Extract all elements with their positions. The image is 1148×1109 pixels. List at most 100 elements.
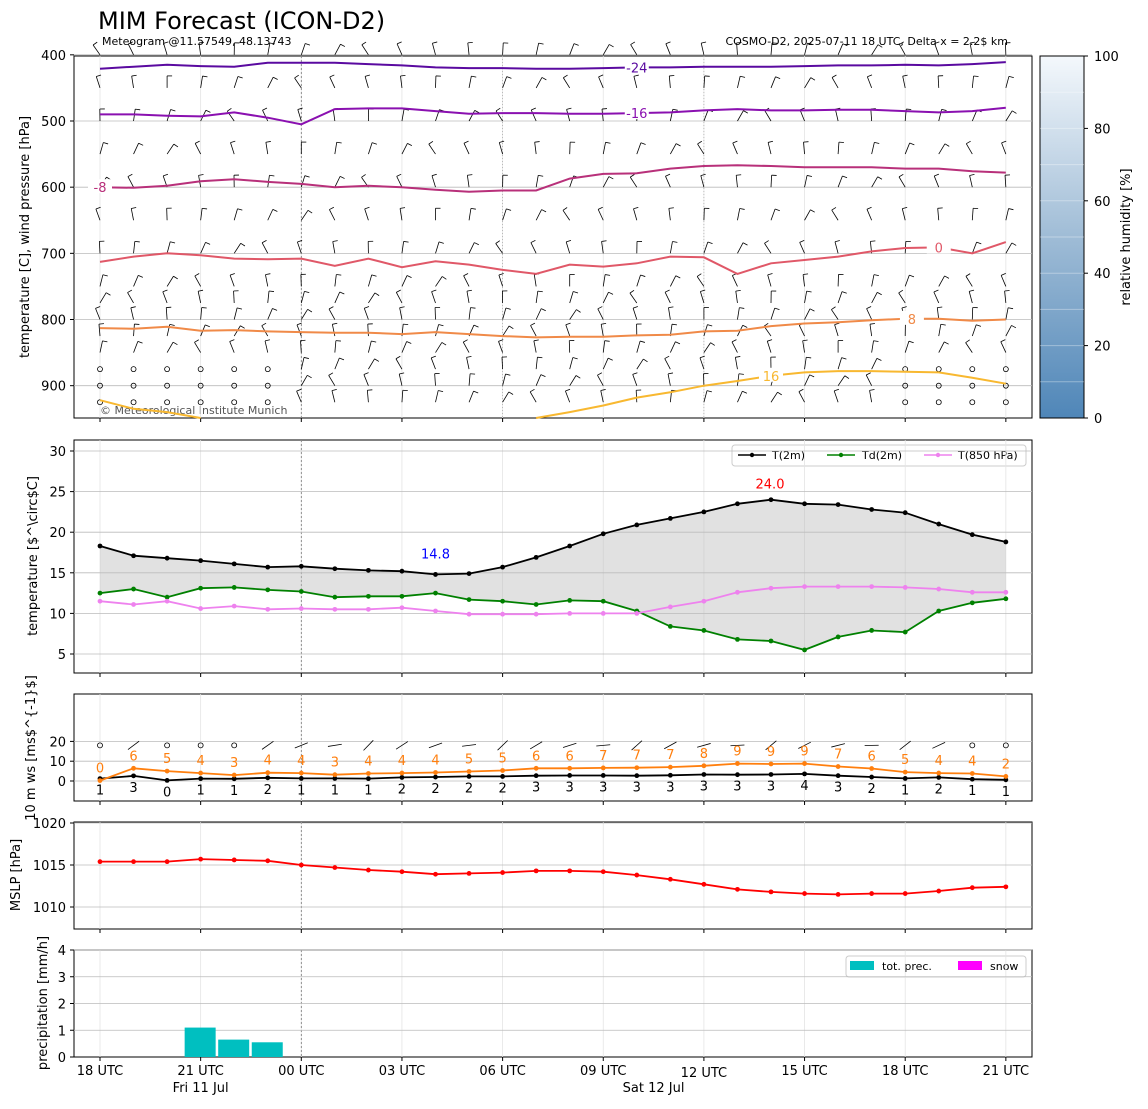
wind-barb: [503, 392, 509, 402]
wind-barb: [665, 176, 670, 187]
wind-barb-flag: [942, 109, 947, 110]
point-t2m: [534, 555, 539, 560]
wind-barb: [333, 242, 335, 254]
wind-barb-flag: [471, 208, 476, 209]
wind-barb-flag: [535, 142, 540, 143]
wind-barb: [765, 111, 771, 121]
wind-barb-flag: [602, 241, 607, 242]
point-mslp: [668, 877, 673, 882]
wind-barb-flag: [333, 241, 338, 242]
wind-barb-flag: [273, 209, 278, 211]
wind-barb: [436, 391, 439, 403]
y-tick-label-wind: 10: [49, 755, 66, 770]
point-t850: [299, 606, 304, 611]
wind-barb-flag: [537, 357, 542, 358]
wind-barb-flag: [139, 143, 144, 145]
wind-speed-value-label: 2: [498, 781, 506, 796]
gust-value-label: 7: [834, 748, 842, 763]
y-tick-label-wind: 20: [49, 735, 66, 750]
wind-barb: [402, 276, 407, 287]
wind-barb-flag: [630, 174, 634, 177]
point-td2m: [936, 609, 941, 614]
wind-speed-value-label: 1: [1002, 785, 1010, 800]
point-t850: [198, 606, 203, 611]
wind-barb-flag: [396, 290, 400, 292]
point-t850: [668, 605, 673, 610]
y-tick-label-temperature: 10: [49, 607, 66, 622]
point-gust: [802, 761, 807, 766]
wind-barb: [335, 341, 336, 353]
point-wind-speed: [836, 773, 841, 778]
wind-barb: [536, 375, 541, 386]
wind-barb-flag: [1012, 243, 1016, 246]
wind-speed-value-label: 3: [700, 779, 708, 794]
wind-speed-value-label: 2: [935, 782, 943, 797]
point-gust: [433, 770, 438, 775]
y-tick-label-pressure: 700: [41, 247, 66, 262]
wind-barb: [832, 210, 838, 220]
wind-barb-flag: [266, 141, 271, 142]
wind-barb: [536, 210, 541, 221]
wind-barb-flag: [400, 307, 405, 308]
wind-barb-flag: [541, 309, 546, 311]
wind-barb-flag: [631, 42, 635, 45]
surface-wind-barb: [563, 743, 576, 747]
wind-ylabel: 10 m ws [ms$^{-1}$]: [24, 675, 39, 821]
wind-barb-flag: [138, 275, 143, 277]
wind-barb: [503, 326, 510, 336]
point-t2m: [265, 565, 270, 570]
wind-barb-flag: [539, 43, 544, 44]
wind-barb: [463, 342, 469, 352]
wind-barb: [435, 374, 436, 386]
wind-barb-flag: [304, 291, 309, 292]
wind-barb-flag: [531, 323, 535, 325]
wind-barb-flag: [743, 111, 747, 114]
wind-barb-flag: [803, 340, 808, 341]
wind-barb-flag: [467, 175, 472, 176]
point-gust: [332, 772, 337, 777]
point-t850: [165, 599, 170, 604]
point-td2m: [500, 599, 505, 604]
wind-barb-flag: [102, 341, 107, 342]
point-gust: [936, 771, 941, 776]
wind-barb: [870, 324, 872, 336]
wind-barb: [301, 357, 304, 369]
point-t2m: [668, 516, 673, 521]
wind-barb: [872, 177, 878, 187]
gust-value-label: 7: [599, 749, 607, 764]
wind-barb-flag: [845, 376, 849, 379]
point-wind-speed: [366, 776, 371, 781]
gust-value-label: 6: [532, 749, 540, 764]
wind-barb-flag: [308, 210, 312, 213]
point-t2m: [332, 566, 337, 571]
wind-barb-flag: [736, 175, 741, 176]
wind-barb-flag: [810, 309, 814, 311]
wind-barb-flag: [566, 240, 571, 241]
calm-wind-symbol: [131, 367, 136, 372]
wind-barb-flag: [329, 307, 333, 309]
wind-barb: [767, 341, 771, 352]
wind-speed-value-label: 1: [197, 784, 205, 799]
point-t850: [366, 607, 371, 612]
wind-barb: [367, 390, 368, 402]
point-wind-speed: [735, 772, 740, 777]
wind-barb: [499, 275, 503, 286]
wind-barb: [570, 291, 574, 302]
wind-barb-flag: [742, 391, 747, 393]
wind-barb-flag: [362, 42, 366, 45]
wind-barb: [598, 309, 603, 320]
wind-barb: [100, 293, 106, 303]
point-wind-speed: [936, 775, 941, 780]
wind-barb-flag: [707, 391, 712, 392]
wind-barb-flag: [464, 141, 469, 143]
point-t2m: [165, 556, 170, 561]
wind-barb: [167, 242, 170, 254]
wind-barb-flag: [173, 342, 177, 345]
wind-barb-flag: [407, 143, 411, 145]
wind-barb-flag: [867, 307, 872, 309]
y-tick-label-mslp: 1020: [33, 817, 66, 832]
wind-barb-flag: [937, 307, 942, 308]
wind-barb: [704, 242, 708, 253]
wind-barb: [934, 176, 938, 187]
wind-barb: [230, 275, 234, 286]
